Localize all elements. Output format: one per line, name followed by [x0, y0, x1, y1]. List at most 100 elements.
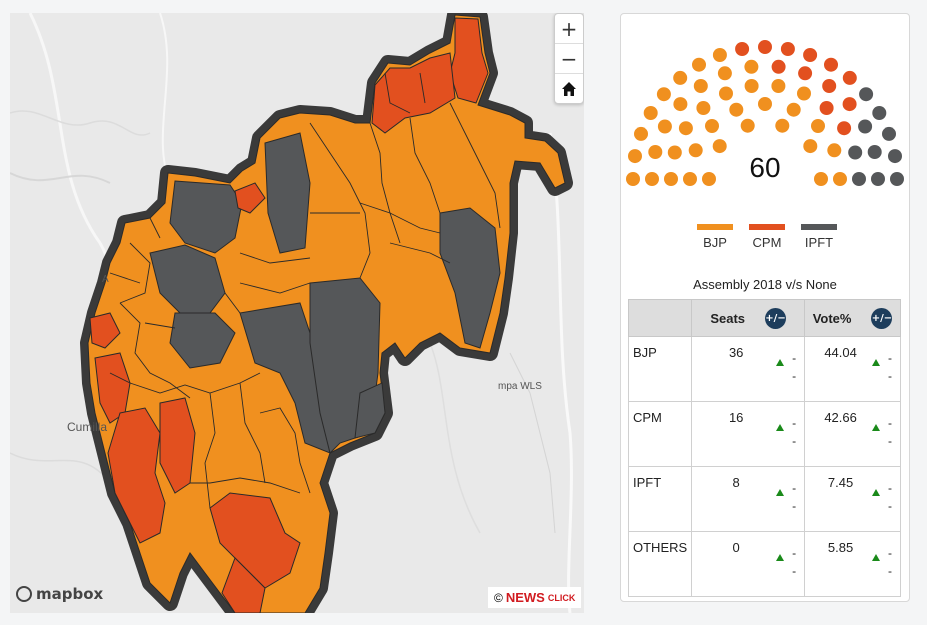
copyright-symbol: © — [494, 590, 503, 605]
zoom-in-button[interactable]: + — [555, 14, 583, 44]
seats-value: 8 — [732, 475, 740, 490]
seat-dot-bjp — [626, 172, 640, 186]
seats-cell-bjp: 36 - - — [691, 336, 806, 402]
newsclick-credit[interactable]: © NEWS CLICK — [488, 587, 582, 608]
election-map[interactable]: Cumilla mpa WLS A + − mapbox © NEWS CLICK — [10, 13, 584, 613]
seat-dot-cpm — [819, 101, 834, 115]
party-name: CPM — [633, 410, 662, 425]
seats-value: 16 — [728, 410, 744, 425]
seat-dot-cpm — [798, 66, 813, 81]
seat-dot-bjp — [688, 143, 703, 158]
vote-column-header: Vote% +/− — [804, 299, 901, 337]
seat-dot-bjp — [705, 119, 719, 133]
seats-cell-cpm: 16 - - — [691, 401, 806, 467]
legend-swatch-cpm — [749, 224, 785, 230]
seat-dot-bjp — [673, 97, 688, 112]
newsclick-logo-click: CLICK — [547, 592, 576, 603]
seats-change-value: - — [792, 351, 797, 365]
vote-value: 7.45 — [827, 475, 854, 490]
seat-dot-bjp — [717, 66, 732, 81]
seat-dot-bjp — [712, 139, 727, 154]
vote-cell-bjp: 44.04 - - — [804, 336, 901, 402]
party-name: OTHERS — [633, 540, 688, 555]
seat-dot-bjp — [771, 79, 786, 93]
seat-dot-ipft — [848, 145, 863, 160]
seat-dot-bjp — [744, 79, 759, 93]
zoom-out-button[interactable]: − — [555, 44, 583, 74]
seat-dot-bjp — [775, 118, 790, 133]
seat-dot-cpm — [822, 79, 837, 93]
seat-dot-cpm — [824, 57, 838, 72]
vote-value: 5.85 — [827, 540, 854, 555]
table-row: OTHERS 0 - - 5.85 - - — [627, 531, 901, 597]
seat-dot-bjp — [664, 172, 678, 186]
vote-change-value: - — [888, 481, 892, 495]
map-canvas[interactable] — [10, 13, 584, 613]
seat-dot-cpm — [803, 48, 818, 62]
seat-dot-bjp — [657, 119, 672, 134]
seat-dot-bjp — [744, 59, 759, 74]
seat-dot-cpm — [842, 97, 857, 112]
table-row: BJP 36 - - 44.04 - - — [627, 336, 901, 402]
seat-dot-bjp — [740, 118, 755, 133]
seat-dot-bjp — [827, 143, 842, 158]
mapbox-wordmark: mapbox — [36, 585, 104, 603]
party-cell-others: OTHERS — [627, 531, 693, 597]
map-label-wls: mpa WLS — [498, 381, 542, 392]
seat-dot-bjp — [702, 172, 716, 186]
map-label-cumilla: Cumilla — [67, 420, 108, 434]
legend-swatch-bjp — [697, 224, 733, 230]
seat-dot-bjp — [634, 126, 648, 141]
vote-header-label: Vote% — [812, 310, 852, 326]
seats-change-toggle-icon[interactable]: +/− — [765, 307, 787, 329]
seats-change-pct: - — [792, 564, 797, 578]
seats-value: 0 — [732, 540, 740, 555]
seats-cell-ipft: 8 - - — [691, 466, 806, 532]
seats-change-pct: - — [792, 369, 797, 383]
seat-dot-cpm — [842, 70, 857, 85]
reset-home-button[interactable] — [555, 74, 583, 103]
seat-dot-bjp — [648, 145, 663, 159]
vote-change-pct: - — [888, 434, 892, 448]
vote-cell-others: 5.85 - - — [804, 531, 901, 597]
party-column-header — [627, 299, 693, 337]
vote-change-toggle-icon[interactable]: +/− — [871, 307, 893, 329]
seat-dot-bjp — [712, 48, 727, 62]
seat-dot-ipft — [890, 172, 904, 186]
seats-change-value: - — [792, 416, 797, 430]
seat-dot-ipft — [859, 87, 874, 102]
vote-value: 44.04 — [824, 345, 857, 360]
vote-value: 42.66 — [824, 410, 857, 425]
vote-change-value: - — [888, 351, 892, 365]
seats-change-pct: - — [792, 434, 797, 448]
home-icon — [562, 81, 576, 96]
seat-dot-cpm — [780, 42, 795, 56]
seat-dot-ipft — [867, 145, 882, 159]
up-arrow-icon — [872, 489, 880, 496]
seat-dot-bjp — [656, 87, 671, 102]
vote-cell-cpm: 42.66 - - — [804, 401, 901, 467]
up-arrow-icon — [872, 554, 880, 561]
party-name: BJP — [633, 345, 657, 360]
seats-value: 36 — [728, 345, 744, 360]
seat-dot-ipft — [858, 119, 873, 134]
seat-dot-bjp — [719, 86, 733, 101]
table-row: CPM 16 - - 42.66 - - — [627, 401, 901, 467]
seat-dot-ipft — [872, 106, 887, 120]
vote-change-pct: - — [888, 564, 892, 578]
seat-dot-bjp — [797, 86, 811, 101]
map-label-a: A — [102, 274, 109, 285]
seat-dot-cpm — [735, 42, 750, 56]
mapbox-logo[interactable]: mapbox — [16, 585, 103, 603]
vote-change-value: - — [888, 416, 892, 430]
seat-dot-bjp — [803, 139, 818, 154]
party-cell-cpm: CPM — [627, 401, 693, 467]
vote-change-value: - — [888, 546, 892, 560]
table-caption: Assembly 2018 v/s None — [693, 277, 837, 292]
seat-dot-ipft — [852, 172, 866, 186]
seats-column-header: Seats +/− — [691, 299, 806, 337]
map-zoom-controls: + − — [554, 13, 584, 104]
seat-hemicycle — [626, 40, 904, 186]
seat-dot-bjp — [667, 145, 682, 160]
newsclick-logo-news: NEWS — [505, 590, 545, 605]
